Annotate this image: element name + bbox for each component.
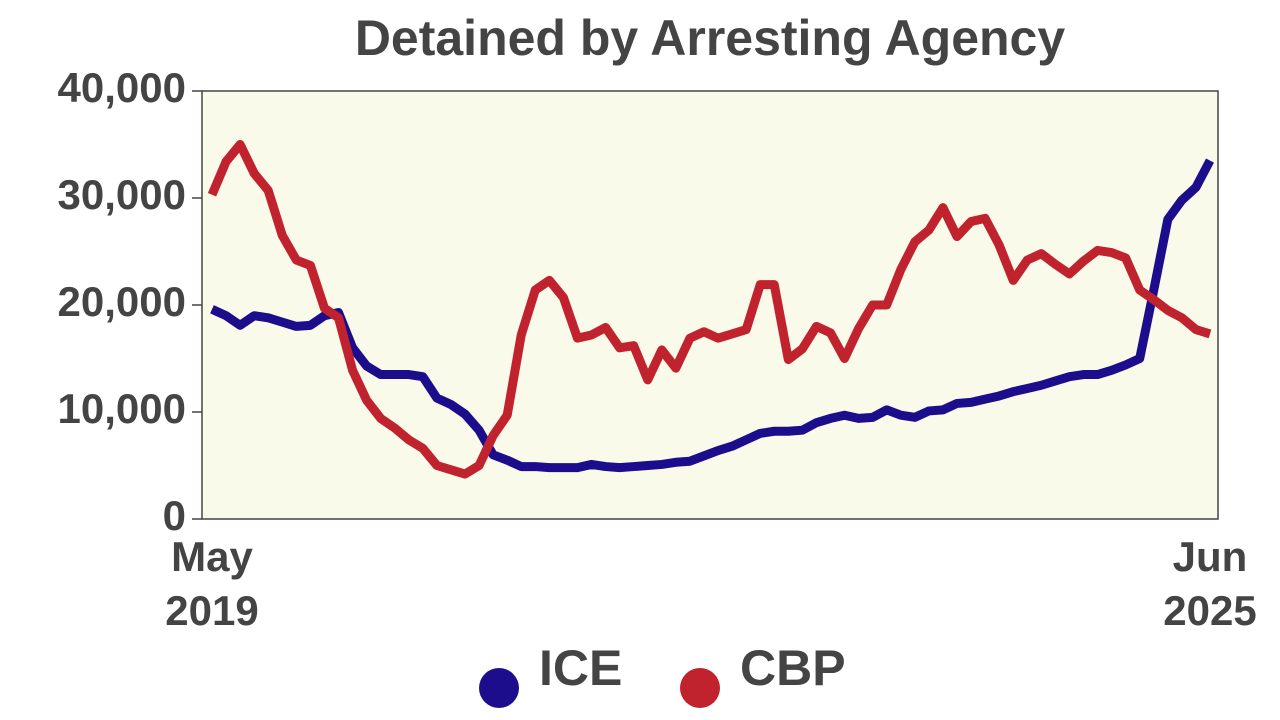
y-tick-label: 40,000 [58, 64, 186, 111]
x-tick-label: Jun 2025 [1163, 533, 1257, 634]
plot-area [201, 90, 1219, 520]
y-tick-label: 30,000 [58, 171, 186, 218]
chart-title: Detained by Arresting Agency [355, 10, 1066, 66]
line-series [210, 158, 1214, 473]
legend-label: CBP [740, 640, 846, 696]
legend-marker [680, 668, 720, 708]
legend-label: ICE [539, 640, 622, 696]
y-tick-label: 20,000 [58, 278, 186, 325]
legend-marker [479, 668, 519, 708]
y-tick-label: 10,000 [58, 385, 186, 432]
y-tick-label: 0 [163, 492, 186, 539]
line-series [207, 140, 1212, 479]
x-tick-label: May 2019 [165, 533, 259, 634]
